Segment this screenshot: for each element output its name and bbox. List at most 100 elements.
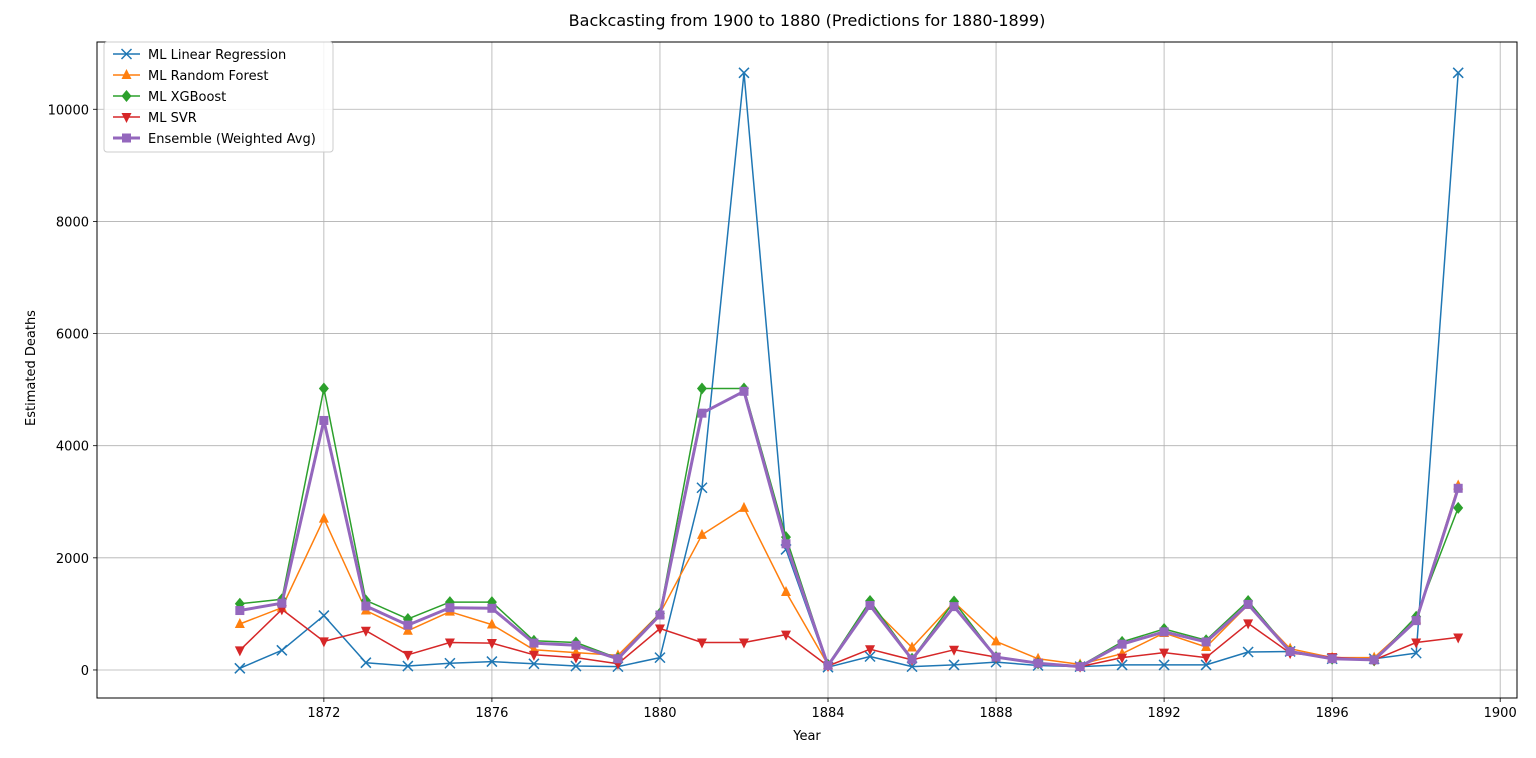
data-point <box>1411 616 1421 626</box>
data-point <box>486 639 497 650</box>
data-point <box>318 610 330 622</box>
legend-item: Ensemble (Weighted Avg) <box>113 132 316 147</box>
data-point <box>1453 501 1464 514</box>
data-point <box>528 650 539 661</box>
legend-label: ML XGBoost <box>148 90 226 105</box>
data-point <box>276 644 288 656</box>
legend-label: ML Random Forest <box>148 69 268 84</box>
data-point <box>738 67 750 79</box>
data-point <box>318 637 329 648</box>
legend-marker <box>121 90 132 102</box>
data-point <box>1410 647 1422 659</box>
y-tick-label: 2000 <box>56 552 89 567</box>
data-point <box>1201 653 1212 664</box>
series-4 <box>235 386 1463 672</box>
data-point <box>865 645 876 656</box>
legend-marker <box>121 113 132 123</box>
data-point <box>1369 655 1379 665</box>
data-point <box>991 635 1002 646</box>
data-point <box>444 638 455 649</box>
data-point <box>1327 654 1337 664</box>
data-point <box>402 650 413 661</box>
data-point <box>1159 627 1169 637</box>
grid <box>97 42 1517 698</box>
data-point <box>654 624 665 635</box>
data-point <box>1158 659 1170 671</box>
legend-item: ML Linear Regression <box>113 48 286 63</box>
data-point <box>1117 639 1127 649</box>
data-point <box>360 657 372 669</box>
series-line <box>239 608 1459 668</box>
legend-marker <box>122 133 131 143</box>
series-2 <box>234 382 1464 673</box>
legend-marker <box>121 69 132 79</box>
data-point <box>696 638 707 649</box>
data-point <box>402 660 414 672</box>
data-point <box>697 408 707 418</box>
data-point <box>1452 67 1464 79</box>
data-point <box>654 652 666 664</box>
x-tick-label: 1884 <box>811 706 844 721</box>
data-point <box>1075 662 1085 672</box>
chart-title: Backcasting from 1900 to 1880 (Predictio… <box>569 11 1046 30</box>
data-point <box>738 501 749 512</box>
data-point <box>444 657 456 669</box>
data-point <box>1116 659 1128 671</box>
data-point <box>655 610 665 620</box>
x-tick-label: 1900 <box>1484 706 1517 721</box>
data-point <box>1242 646 1254 658</box>
data-point <box>823 660 833 670</box>
x-tick-label: 1872 <box>307 706 340 721</box>
legend-box <box>103 41 334 153</box>
y-tick-label: 6000 <box>56 328 89 343</box>
data-point <box>571 640 581 650</box>
x-axis-label: Year <box>792 729 821 744</box>
y-tick-label: 10000 <box>48 103 89 118</box>
data-point <box>949 602 959 612</box>
data-point <box>1453 633 1464 644</box>
data-point <box>529 638 539 648</box>
legend-item: ML Random Forest <box>113 69 268 84</box>
data-point <box>402 624 413 635</box>
data-point <box>696 382 707 395</box>
data-point <box>739 386 749 396</box>
series-0 <box>234 67 1464 674</box>
axes-frame <box>96 41 1518 699</box>
data-point <box>235 606 245 616</box>
data-point <box>991 652 1001 662</box>
data-point <box>948 659 960 671</box>
data-point <box>865 600 875 610</box>
data-point <box>570 653 581 664</box>
data-point <box>780 630 791 641</box>
y-tick-label: 4000 <box>56 440 89 455</box>
legend-marker <box>120 48 133 60</box>
data-point <box>1411 638 1422 649</box>
legend-item: ML SVR <box>113 111 197 126</box>
legend-item: ML XGBoost <box>113 90 226 105</box>
data-point <box>1201 637 1211 647</box>
data-point <box>696 482 708 494</box>
data-point <box>319 415 329 425</box>
legend-label: ML SVR <box>148 111 197 126</box>
data-point <box>907 654 917 664</box>
data-point <box>528 658 540 670</box>
x-tick-label: 1888 <box>980 706 1013 721</box>
data-point <box>487 603 497 613</box>
data-point <box>738 638 749 649</box>
data-point <box>318 382 329 395</box>
x-tick-label: 1876 <box>475 706 508 721</box>
data-point <box>360 626 371 637</box>
data-point <box>907 641 918 652</box>
ticks: 1872 1876 1880 1884 1888 1892 1896 1900 0 2000 400… <box>48 103 1517 721</box>
y-axis-label: Estimated Deaths <box>24 310 39 426</box>
data-point <box>613 654 623 664</box>
data-point <box>486 618 497 629</box>
data-point <box>696 528 707 539</box>
x-tick-label: 1880 <box>643 706 676 721</box>
data-point <box>1453 483 1463 493</box>
data-point <box>234 617 245 628</box>
data-point <box>780 586 791 597</box>
data-point <box>276 605 287 616</box>
